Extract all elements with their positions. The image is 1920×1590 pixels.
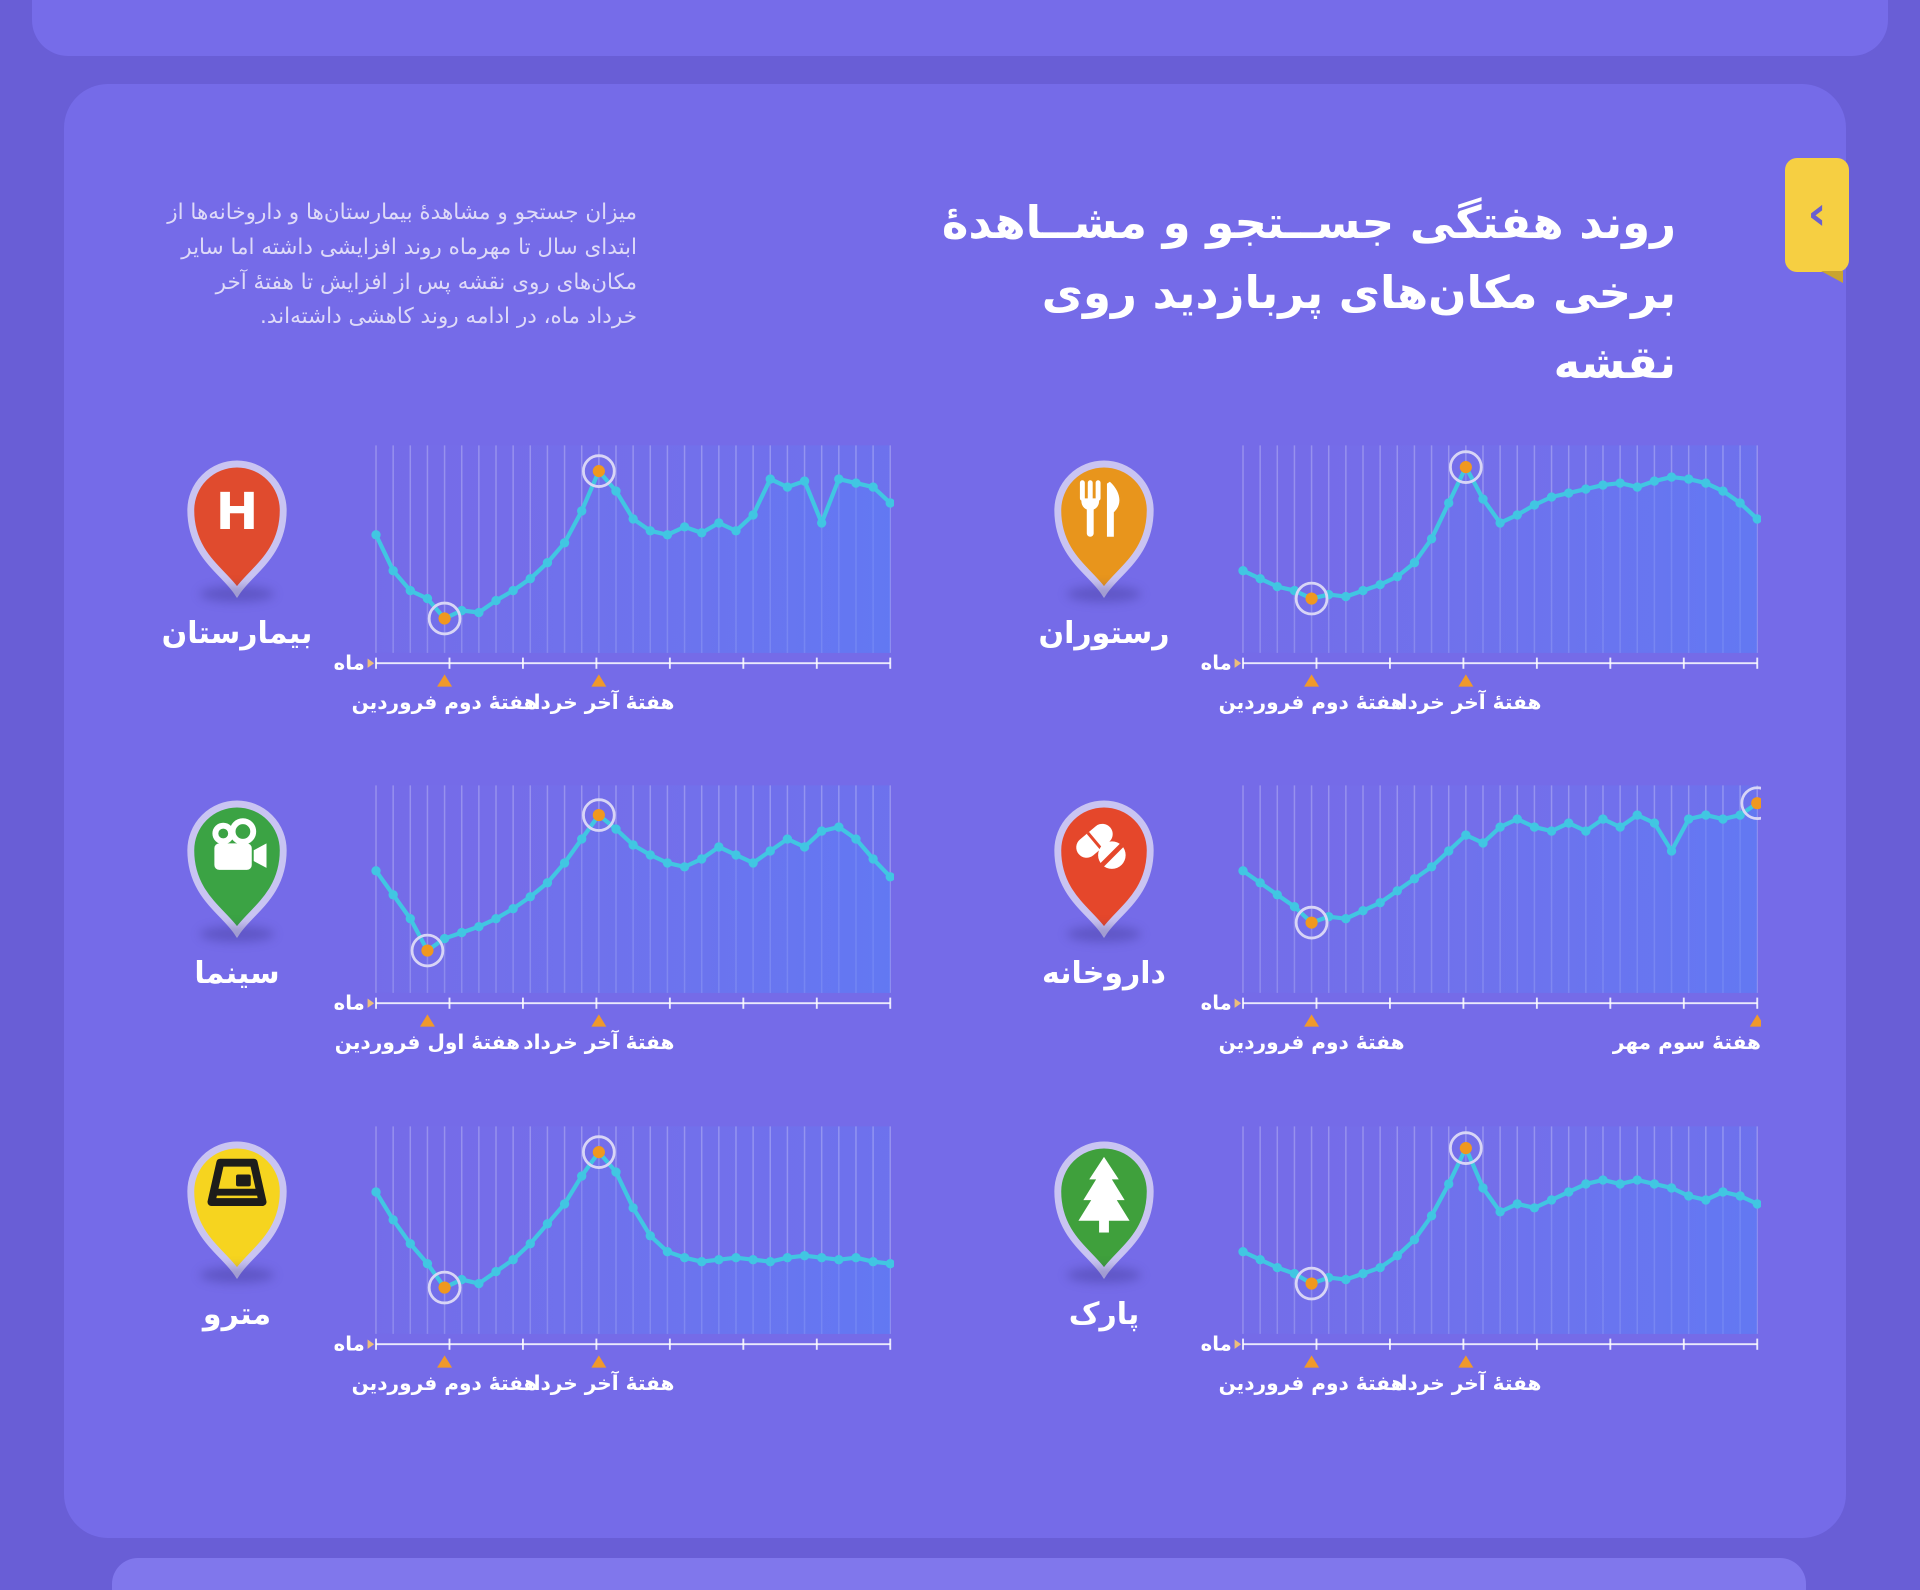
restaurant-pin-icon bbox=[1054, 460, 1154, 598]
previous-slide-edge bbox=[32, 0, 1888, 56]
month-axis-label: ماه bbox=[334, 992, 365, 1015]
pin-shadow bbox=[200, 1266, 274, 1283]
annotation-triangle-icon bbox=[591, 674, 607, 687]
title-line-1: روند هفتگی جســتجو و مشــاهدهٔ bbox=[941, 196, 1676, 249]
month-axis-label: ماه bbox=[1201, 652, 1232, 675]
annotation-label: هفتهٔ آخر خرداد bbox=[523, 1370, 674, 1395]
pin-shadow bbox=[1067, 1266, 1141, 1283]
pin-shadow bbox=[200, 586, 274, 602]
month-arrow-icon bbox=[367, 998, 375, 1009]
cinema-chart-block: سینما ماه هفتهٔ اول فروردین هفتهٔ آخر خردا… bbox=[149, 776, 894, 1058]
month-arrow-icon bbox=[367, 1339, 375, 1349]
plot-column: ماه هفتهٔ دوم فروردین هفتهٔ آخر خرداد bbox=[333, 1117, 894, 1399]
pin-shadow bbox=[1067, 586, 1141, 602]
next-slide-edge bbox=[112, 1558, 1806, 1590]
annotation-triangle-icon bbox=[437, 674, 453, 687]
month-axis-label: ماه bbox=[1201, 992, 1232, 1015]
park-chart-block: پارک ماه هفتهٔ دوم فروردین هفتهٔ آخر خرداد bbox=[1016, 1117, 1761, 1399]
annotation-triangle-icon bbox=[1458, 674, 1474, 687]
pharmacy-chart-block: داروخانه ماه هفتهٔ دوم فروردین هفتهٔ سوم م… bbox=[1016, 776, 1761, 1058]
plot-column: ماه هفتهٔ دوم فروردین هفتهٔ آخر خرداد bbox=[1200, 436, 1761, 718]
annotation-label: هفتهٔ اول فروردین bbox=[335, 1030, 520, 1054]
annotation-triangle-icon bbox=[1304, 1355, 1320, 1368]
hospital-chart-block: H بیمارستان ماه هفتهٔ دوم فروردین هفتهٔ آخ… bbox=[149, 436, 894, 718]
annotation-label: هفتهٔ آخر خرداد bbox=[523, 689, 674, 714]
plot-column: ماه هفتهٔ اول فروردین هفتهٔ آخر خرداد bbox=[333, 776, 894, 1058]
month-axis-label: ماه bbox=[334, 652, 365, 675]
location-label: پارک bbox=[1068, 1296, 1140, 1332]
svg-text:H: H bbox=[216, 483, 259, 542]
month-arrow-icon bbox=[1234, 1339, 1242, 1349]
annotation-label: هفتهٔ آخر خرداد bbox=[523, 1029, 674, 1054]
location-icon-column: H بیمارستان bbox=[149, 450, 325, 651]
cinema-chart: ماه هفتهٔ اول فروردین هفتهٔ آخر خرداد bbox=[334, 785, 894, 1054]
annotation-triangle-icon bbox=[1749, 1014, 1761, 1027]
charts-grid: H بیمارستان ماه هفتهٔ دوم فروردین هفتهٔ آخ… bbox=[149, 436, 1761, 1399]
intro-text: میزان جستجو و مشاهدهٔ بیمارستان‌ها و دار… bbox=[167, 200, 637, 330]
pin-shadow bbox=[200, 926, 274, 943]
annotation-label: هفتهٔ آخر خرداد bbox=[1390, 689, 1541, 714]
annotation-label: هفتهٔ آخر خرداد bbox=[1390, 1370, 1541, 1395]
annotation-label: هفتهٔ سوم مهر bbox=[1612, 1030, 1761, 1054]
pharmacy-chart: ماه هفتهٔ دوم فروردین هفتهٔ سوم مهر bbox=[1201, 785, 1761, 1054]
title-line-2: برخی مکان‌های پربازدید روی نقشه bbox=[1041, 265, 1676, 389]
pharmacy-pin-icon bbox=[1054, 800, 1154, 939]
annotation-triangle-icon bbox=[1304, 1014, 1320, 1027]
plot-column: ماه هفتهٔ دوم فروردین هفتهٔ سوم مهر bbox=[1200, 776, 1761, 1058]
metro-pin-icon bbox=[187, 1141, 287, 1279]
annotation-label: هفتهٔ دوم فروردین bbox=[352, 690, 538, 714]
annotation-triangle-icon bbox=[1304, 674, 1320, 687]
month-axis-label: ماه bbox=[1201, 1332, 1232, 1355]
location-label: داروخانه bbox=[1042, 956, 1166, 992]
chevron-left-icon: ‹ bbox=[1807, 186, 1827, 240]
location-label: مترو bbox=[202, 1296, 272, 1332]
location-icon-column: سینما bbox=[149, 790, 325, 991]
location-icon-column: رستوران bbox=[1016, 450, 1192, 651]
annotation-label: هفتهٔ دوم فروردین bbox=[1219, 1030, 1405, 1054]
annotation-label: هفتهٔ دوم فروردین bbox=[352, 1371, 538, 1395]
location-label: رستوران bbox=[1038, 616, 1170, 651]
plot-column: ماه هفتهٔ دوم فروردین هفتهٔ آخر خرداد bbox=[333, 436, 894, 718]
month-arrow-icon bbox=[1234, 998, 1242, 1009]
annotation-triangle-icon bbox=[419, 1014, 435, 1027]
plot-column: ماه هفتهٔ دوم فروردین هفتهٔ آخر خرداد bbox=[1200, 1117, 1761, 1399]
location-icon-column: داروخانه bbox=[1016, 790, 1192, 991]
location-label: بیمارستان bbox=[161, 616, 313, 651]
annotation-triangle-icon bbox=[1458, 1355, 1474, 1368]
infographic-card: روند هفتگی جســتجو و مشــاهدهٔ برخی مکان… bbox=[64, 84, 1846, 1538]
cinema-pin-icon bbox=[187, 800, 287, 939]
location-icon-column: پارک bbox=[1016, 1131, 1192, 1332]
location-icon-column: مترو bbox=[149, 1131, 325, 1332]
park-pin-icon bbox=[1054, 1141, 1154, 1279]
month-arrow-icon bbox=[1234, 658, 1242, 668]
page-title: روند هفتگی جســتجو و مشــاهدهٔ برخی مکان… bbox=[916, 188, 1676, 397]
month-arrow-icon bbox=[367, 658, 375, 668]
hospital-pin-icon: H bbox=[187, 460, 287, 598]
pin-shadow bbox=[1067, 926, 1141, 943]
annotation-triangle-icon bbox=[437, 1355, 453, 1368]
bookmark-tab[interactable]: ‹ bbox=[1785, 158, 1849, 283]
annotation-label: هفتهٔ دوم فروردین bbox=[1219, 1371, 1405, 1395]
location-label: سینما bbox=[194, 956, 280, 992]
restaurant-chart-block: رستوران ماه هفتهٔ دوم فروردین هفتهٔ آخر خر… bbox=[1016, 436, 1761, 718]
annotation-label: هفتهٔ دوم فروردین bbox=[1219, 690, 1405, 714]
month-axis-label: ماه bbox=[334, 1332, 365, 1355]
metro-chart-block: مترو ماه هفتهٔ دوم فروردین هفتهٔ آخر خرداد bbox=[149, 1117, 894, 1399]
annotation-triangle-icon bbox=[591, 1355, 607, 1368]
annotation-triangle-icon bbox=[591, 1014, 607, 1027]
